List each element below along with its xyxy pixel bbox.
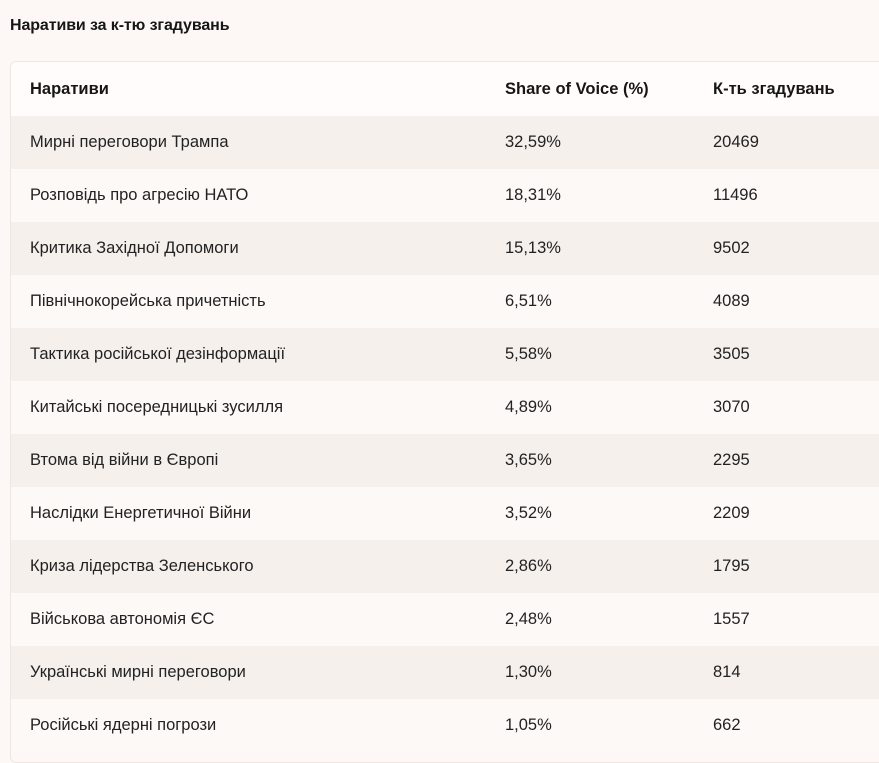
narrative-cell: Російські ядерні погрози <box>30 716 217 734</box>
mentions-cell: 1795 <box>713 557 750 575</box>
table-row[interactable]: Північнокорейська причетність 6,51% 4089 <box>11 275 879 328</box>
table-row[interactable]: Розповідь про агресію НАТО 18,31% 11496 <box>11 169 879 222</box>
table-row[interactable]: Російські ядерні погрози 1,05% 662 <box>11 699 879 752</box>
narrative-cell: Розповідь про агресію НАТО <box>30 186 249 204</box>
share-of-voice-cell: 2,48% <box>505 610 552 628</box>
header-mentions-count[interactable]: К-ть згадувань <box>713 80 835 98</box>
narrative-cell: Військова автономія ЄС <box>30 610 215 628</box>
mentions-cell: 662 <box>713 716 741 734</box>
mentions-cell: 4089 <box>713 292 750 310</box>
share-of-voice-cell: 6,51% <box>505 292 552 310</box>
narrative-cell: Втома від війни в Європі <box>30 451 219 469</box>
share-of-voice-cell: 5,58% <box>505 345 552 363</box>
mentions-cell: 3505 <box>713 345 750 363</box>
section-title: Наративи за к-тю згадувань <box>10 17 230 34</box>
table-row[interactable]: Наслідки Енергетичної Війни 3,52% 2209 <box>11 487 879 540</box>
narrative-cell: Китайські посередницькі зусилля <box>30 398 284 416</box>
share-of-voice-cell: 32,59% <box>505 133 561 151</box>
share-of-voice-cell: 15,13% <box>505 239 561 257</box>
mentions-cell: 2295 <box>713 451 750 469</box>
table-header-row: Наративи Share of Voice (%) К-ть згадува… <box>11 62 879 116</box>
narrative-cell: Українські мирні переговори <box>30 663 246 681</box>
narrative-cell: Криза лідерства Зеленського <box>30 557 254 575</box>
mentions-cell: 2209 <box>713 504 750 522</box>
narrative-cell: Наслідки Енергетичної Війни <box>30 504 252 522</box>
share-of-voice-cell: 3,52% <box>505 504 552 522</box>
header-share-of-voice[interactable]: Share of Voice (%) <box>505 80 649 98</box>
table-row[interactable]: Критика Західної Допомоги 15,13% 9502 <box>11 222 879 275</box>
table-row[interactable]: Мирні переговори Трампа 32,59% 20469 <box>11 116 879 169</box>
mentions-cell: 11496 <box>713 186 758 204</box>
share-of-voice-cell: 1,05% <box>505 716 552 734</box>
mentions-cell: 1557 <box>713 610 750 628</box>
table-row[interactable]: Тактика російської дезінформації 5,58% 350… <box>11 328 879 381</box>
table-row[interactable]: Криза лідерства Зеленського 2,86% 1795 <box>11 540 879 593</box>
narrative-cell: Мирні переговори Трампа <box>30 133 229 151</box>
mentions-cell: 814 <box>713 663 741 681</box>
narrative-cell: Тактика російської дезінформації <box>30 345 286 363</box>
table-row[interactable]: Втома від війни в Європі 3,65% 2295 <box>11 434 879 487</box>
table-row[interactable]: Китайські посередницькі зусилля 4,89% 3070 <box>11 381 879 434</box>
mentions-cell: 20469 <box>713 133 759 151</box>
narratives-table: Наративи Share of Voice (%) К-ть згадува… <box>10 61 879 763</box>
mentions-cell: 9502 <box>713 239 750 257</box>
mentions-cell: 3070 <box>713 398 750 416</box>
header-narratives[interactable]: Наративи <box>30 80 109 98</box>
share-of-voice-cell: 3,65% <box>505 451 552 469</box>
share-of-voice-cell: 18,31% <box>505 186 561 204</box>
table-row[interactable]: Українські мирні переговори 1,30% 814 <box>11 646 879 699</box>
table-row[interactable]: Військова автономія ЄС 2,48% 1557 <box>11 593 879 646</box>
share-of-voice-cell: 4,89% <box>505 398 552 416</box>
share-of-voice-cell: 1,30% <box>505 663 552 681</box>
narrative-cell: Північнокорейська причетність <box>30 292 266 310</box>
share-of-voice-cell: 2,86% <box>505 557 552 575</box>
narrative-cell: Критика Західної Допомоги <box>30 239 239 257</box>
